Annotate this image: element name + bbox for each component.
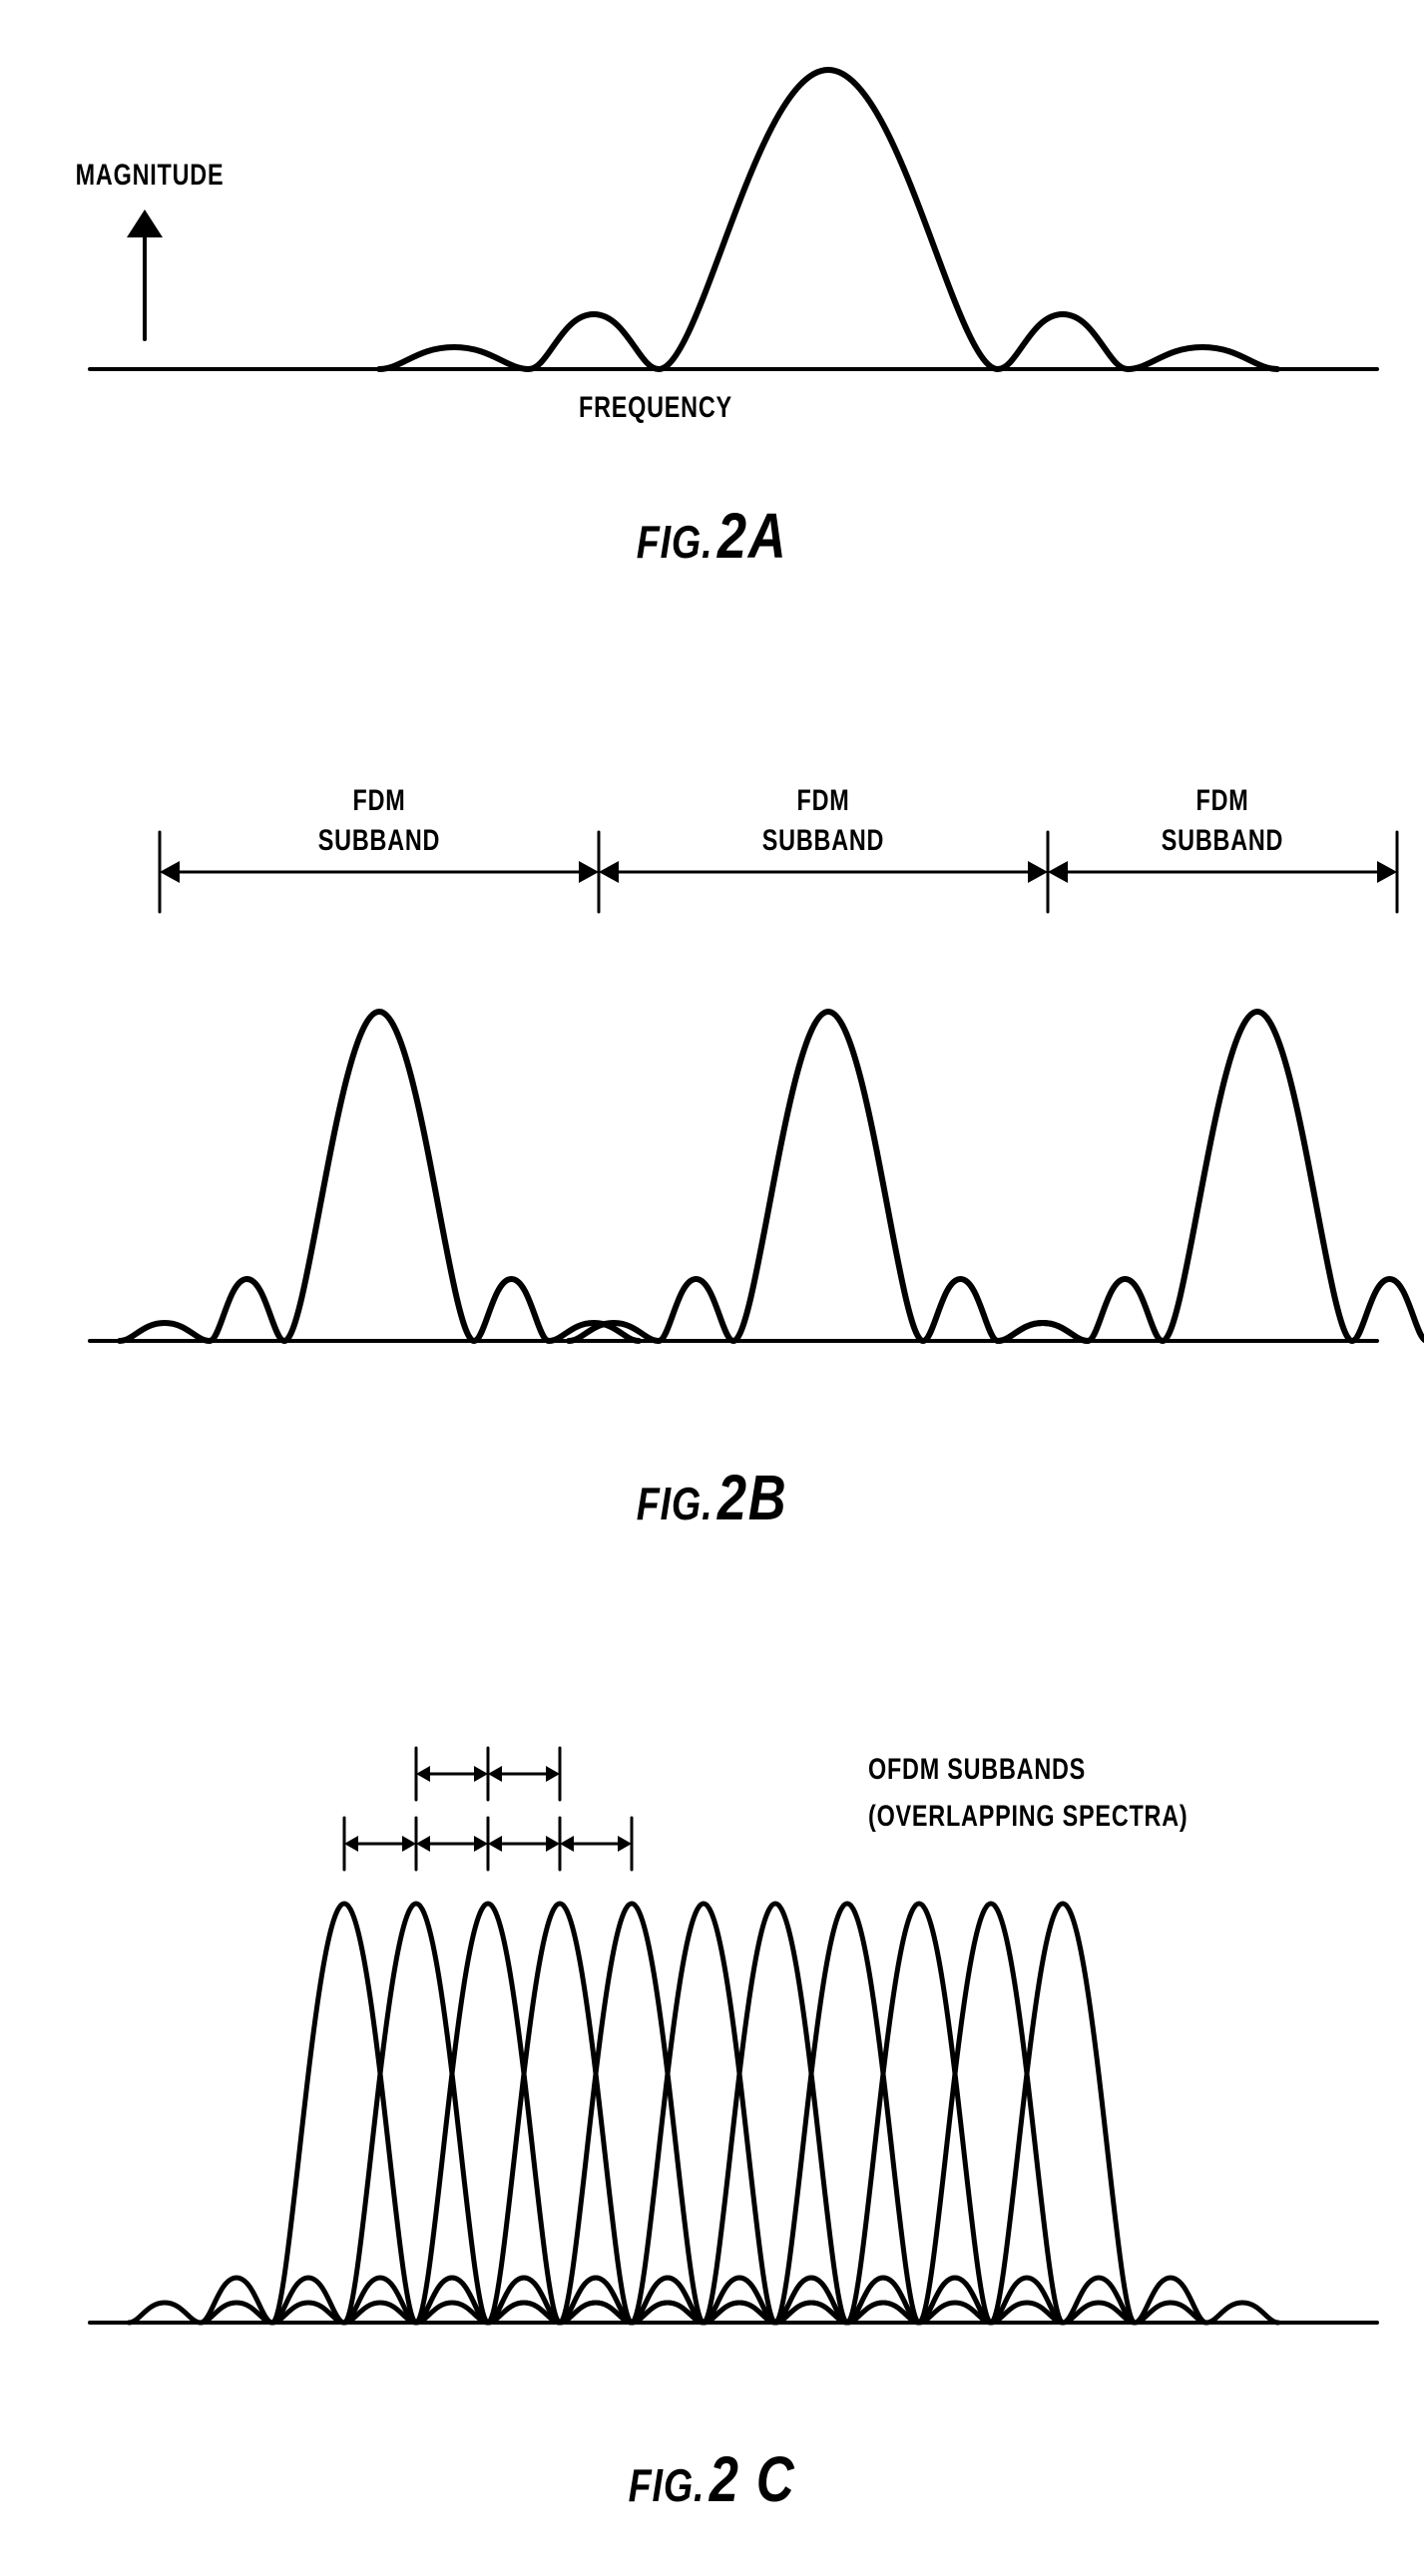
figure-2a-caption: FIG. 2A	[128, 499, 1295, 573]
svg-text:FDM: FDM	[352, 783, 405, 816]
svg-text:FREQUENCY: FREQUENCY	[579, 390, 732, 423]
svg-text:SUBBAND: SUBBAND	[318, 823, 440, 856]
figure-2b-caption-num: 2B	[717, 1462, 787, 1533]
svg-text:SUBBAND: SUBBAND	[1162, 823, 1283, 856]
svg-text:FDM: FDM	[796, 783, 849, 816]
figure-2b-svg: FDM SUBBAND FDM SUBBAND FDM SUBBAND	[0, 742, 1424, 1461]
svg-text:SUBBAND: SUBBAND	[762, 823, 884, 856]
spacer-bc	[0, 1534, 1424, 1704]
figure-2a-caption-fig: FIG.	[637, 516, 713, 568]
figure-2c-panel: OFDM SUBBANDS (OVERLAPPING SPECTRA) FIG. …	[0, 1704, 1424, 2516]
figure-2a-panel: MAGNITUDE FREQUENCY FIG. 2A	[0, 40, 1424, 573]
figure-2b-caption: FIG. 2B	[128, 1461, 1295, 1534]
svg-text:FDM: FDM	[1195, 783, 1248, 816]
svg-text:OFDM SUBBANDS: OFDM SUBBANDS	[868, 1752, 1086, 1785]
svg-text:(OVERLAPPING SPECTRA): (OVERLAPPING SPECTRA)	[868, 1799, 1187, 1832]
figure-2a-caption-num: 2A	[717, 500, 787, 572]
figure-2c-caption-fig: FIG.	[629, 2459, 706, 2511]
figure-2a-svg: MAGNITUDE FREQUENCY	[0, 40, 1424, 499]
figure-2c-caption: FIG. 2 C	[128, 2442, 1295, 2516]
figure-2c-caption-num: 2 C	[710, 2443, 796, 2515]
figure-2b-panel: FDM SUBBAND FDM SUBBAND FDM SUBBAND FIG. 2B	[0, 742, 1424, 1534]
figure-2c-svg: OFDM SUBBANDS (OVERLAPPING SPECTRA)	[0, 1704, 1424, 2442]
page: MAGNITUDEFREQUENCY FIG. 2A FDMSUBBANDFDM…	[0, 0, 1424, 2576]
figure-2b-caption-fig: FIG.	[637, 1478, 713, 1529]
svg-text:MAGNITUDE: MAGNITUDE	[76, 158, 225, 191]
spacer-ab	[0, 573, 1424, 742]
